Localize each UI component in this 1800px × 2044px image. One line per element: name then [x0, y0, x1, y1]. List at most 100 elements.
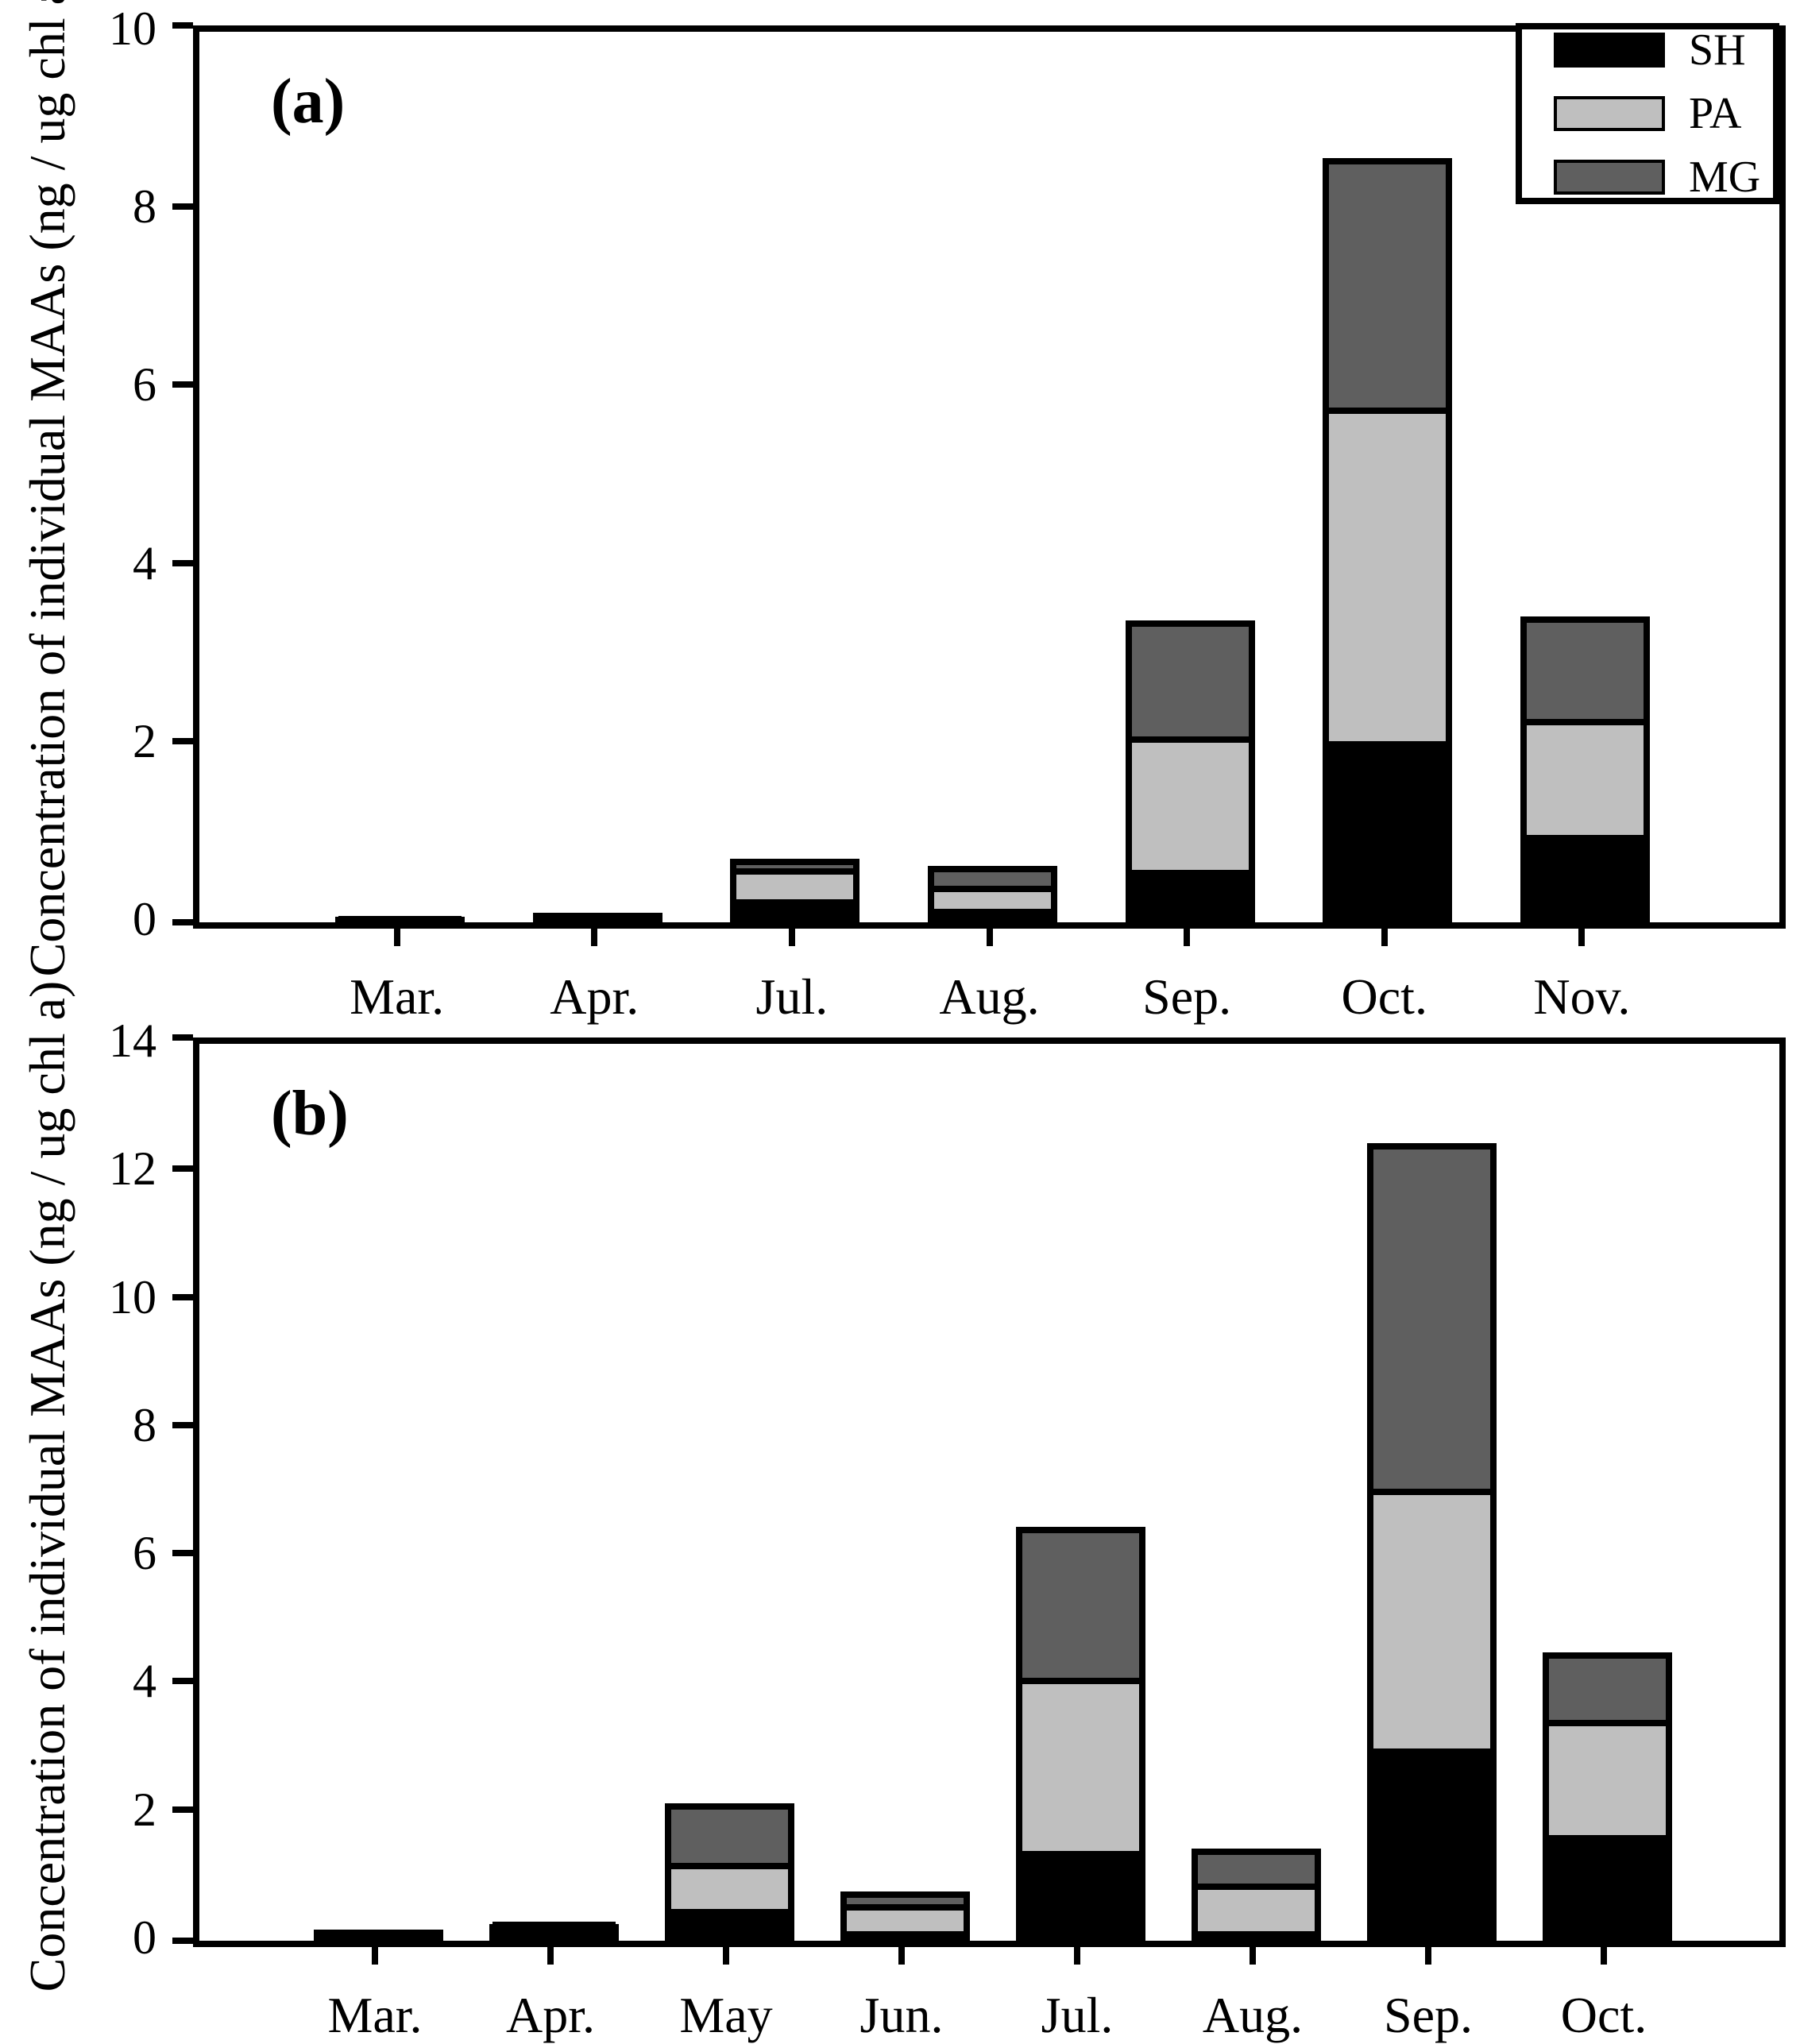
bar-segment-sh — [931, 912, 1054, 922]
x-tick-mark — [1184, 922, 1191, 946]
bar-segment-pa — [667, 1866, 791, 1912]
bar-jul — [730, 859, 860, 922]
y-tick-label: 2 — [133, 1783, 156, 1836]
x-tick-mark — [1250, 1941, 1256, 1965]
bar-segment-mg — [1018, 1530, 1142, 1681]
bar-segment-mg — [1326, 161, 1450, 411]
x-tick-label: Jul. — [1041, 1987, 1114, 2043]
panel-letter: (a) — [271, 67, 346, 137]
bar-mar — [335, 916, 465, 922]
panel-a: (a) SH PA MG Concentration of individual MAA… — [0, 0, 1800, 1025]
x-tick-label: Nov. — [1533, 968, 1631, 1025]
bar-segment-sh — [843, 1934, 967, 1941]
y-tick-label: 2 — [133, 714, 156, 767]
y-tick-mark — [172, 1421, 193, 1428]
x-tick-label: Oct. — [1341, 968, 1427, 1025]
x-tick-label: May — [679, 1987, 773, 2043]
legend-label: SH — [1689, 25, 1746, 75]
bar-segment-sh — [1128, 873, 1252, 922]
x-tick-label: Apr. — [550, 968, 639, 1025]
x-tick-mark — [591, 922, 598, 946]
bar-segment-sh — [535, 916, 659, 922]
y-tick-label: 0 — [133, 893, 156, 945]
bar-sep — [1125, 620, 1255, 922]
bar-segment-sh — [492, 1934, 616, 1941]
x-tick-mark — [1381, 922, 1388, 946]
bar-segment-pa — [1128, 740, 1252, 873]
bar-segment-sh — [316, 1933, 440, 1941]
bar-jul — [1015, 1527, 1145, 1941]
plot-frame-b: (b) — [193, 1037, 1786, 1947]
y-tick-label: 10 — [109, 2, 156, 55]
x-tick-label: Jun. — [859, 1987, 944, 2043]
bar-segment-mg — [1545, 1656, 1669, 1723]
bar-segment-sh — [1545, 1838, 1669, 1941]
bar-segment-pa — [1369, 1492, 1493, 1752]
y-tick-mark — [172, 1938, 193, 1944]
bar-segment-pa — [492, 1928, 616, 1934]
bar-apr — [532, 913, 662, 922]
y-tick-mark — [172, 1550, 193, 1557]
x-tick-mark — [986, 922, 993, 946]
y-tick-mark — [172, 1293, 193, 1300]
bar-segment-mg — [843, 1895, 967, 1907]
bar-segment-mg — [492, 1922, 616, 1928]
y-tick-label: 8 — [133, 1398, 156, 1451]
legend-label: PA — [1689, 89, 1742, 138]
x-tick-mark — [1578, 922, 1586, 946]
bar-oct — [1542, 1652, 1672, 1941]
x-tick-mark — [1601, 1941, 1607, 1965]
plot-area: (a) SH PA MG — [199, 23, 1779, 922]
x-tick-mark — [788, 922, 795, 946]
panel-b: (b) Concentration of individual MAAs (ng … — [0, 980, 1800, 2043]
bar-oct — [1323, 158, 1453, 922]
bar-sep — [1366, 1143, 1497, 1941]
plot-area: (b) — [199, 1044, 1779, 1941]
x-tick-label: Apr. — [506, 1987, 595, 2043]
bar-segment-mg — [931, 869, 1054, 889]
y-tick-mark — [172, 381, 193, 388]
y-tick-label: 10 — [109, 1270, 156, 1323]
y-tick-mark — [172, 737, 193, 744]
bar-segment-mg — [1128, 624, 1252, 740]
legend: SH PA MG — [1516, 23, 1779, 204]
bar-segment-mg — [1194, 1852, 1318, 1887]
y-tick-mark — [172, 1678, 193, 1685]
bar-segment-sh — [1326, 744, 1450, 922]
x-tick-label: Oct. — [1560, 1987, 1647, 2043]
bar-segment-sh — [1018, 1854, 1142, 1941]
y-tick-label: 6 — [133, 1527, 156, 1580]
legend-item-pa: PA — [1554, 90, 1773, 137]
y-tick-label: 4 — [133, 536, 156, 589]
bar-segment-pa — [931, 889, 1054, 912]
bar-aug — [1191, 1849, 1321, 1941]
x-tick-label: Jul. — [755, 968, 829, 1025]
legend-swatch-mg — [1554, 160, 1665, 195]
y-tick-label: 14 — [109, 1014, 156, 1067]
y-tick-mark — [172, 1806, 193, 1813]
x-tick-mark — [723, 1941, 729, 1965]
bar-nov — [1520, 616, 1650, 922]
bar-segment-sh — [1194, 1934, 1318, 1941]
bar-mar — [313, 1930, 443, 1941]
legend-item-sh: SH — [1554, 26, 1773, 74]
bar-segment-pa — [1018, 1681, 1142, 1854]
bar-segment-sh — [733, 902, 857, 922]
bar-segment-mg — [733, 862, 857, 871]
y-tick-mark — [172, 919, 193, 925]
x-tick-label: Sep. — [1142, 968, 1232, 1025]
bar-segment-mg — [1523, 620, 1647, 722]
y-tick-label: 12 — [109, 1142, 156, 1196]
bar-segment-pa — [1523, 722, 1647, 838]
bar-segment-sh — [338, 916, 462, 922]
x-tick-mark — [372, 1941, 378, 1965]
x-tick-mark — [1074, 1941, 1080, 1965]
y-axis-title: Concentration of individual MAAs (ng / u… — [19, 980, 75, 1992]
bar-segment-pa — [733, 871, 857, 902]
y-tick-mark — [172, 559, 193, 566]
y-tick-mark — [172, 1034, 193, 1041]
x-tick-mark — [547, 1941, 554, 1965]
y-tick-mark — [172, 1165, 193, 1173]
bar-apr — [489, 1922, 619, 1941]
